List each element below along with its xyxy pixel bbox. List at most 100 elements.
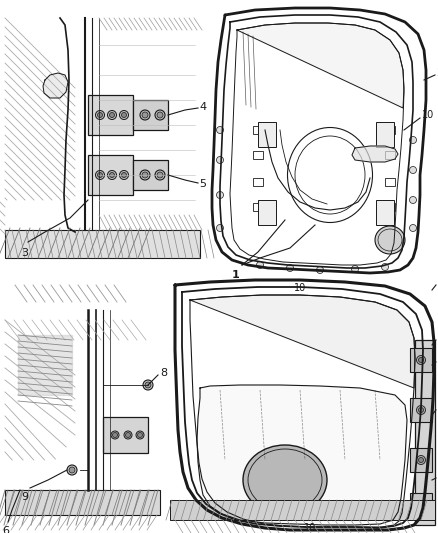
Circle shape bbox=[95, 171, 105, 180]
FancyBboxPatch shape bbox=[88, 155, 133, 195]
Circle shape bbox=[142, 172, 148, 178]
FancyBboxPatch shape bbox=[410, 448, 432, 472]
FancyBboxPatch shape bbox=[253, 203, 263, 211]
FancyBboxPatch shape bbox=[103, 417, 148, 453]
FancyBboxPatch shape bbox=[258, 122, 276, 147]
Circle shape bbox=[157, 172, 163, 178]
Text: 3: 3 bbox=[437, 471, 438, 481]
Text: 5: 5 bbox=[199, 179, 206, 189]
FancyBboxPatch shape bbox=[170, 500, 435, 520]
Circle shape bbox=[216, 126, 223, 133]
Circle shape bbox=[410, 136, 417, 143]
FancyBboxPatch shape bbox=[410, 398, 432, 422]
Circle shape bbox=[410, 166, 417, 174]
Circle shape bbox=[155, 110, 165, 120]
FancyBboxPatch shape bbox=[410, 348, 432, 372]
Circle shape bbox=[216, 157, 223, 164]
FancyBboxPatch shape bbox=[385, 126, 395, 134]
Circle shape bbox=[418, 503, 424, 507]
Circle shape bbox=[136, 431, 144, 439]
Text: 3: 3 bbox=[21, 248, 28, 258]
Text: 8: 8 bbox=[160, 368, 167, 378]
Circle shape bbox=[418, 457, 424, 463]
Text: 4: 4 bbox=[199, 102, 206, 112]
FancyBboxPatch shape bbox=[5, 490, 160, 515]
Text: 10: 10 bbox=[437, 333, 438, 343]
Circle shape bbox=[110, 112, 114, 117]
Circle shape bbox=[121, 112, 127, 117]
Polygon shape bbox=[197, 385, 407, 525]
Text: 6: 6 bbox=[3, 526, 10, 533]
Circle shape bbox=[417, 500, 425, 510]
Circle shape bbox=[216, 224, 223, 231]
FancyBboxPatch shape bbox=[415, 340, 435, 525]
Circle shape bbox=[145, 382, 151, 388]
Circle shape bbox=[410, 224, 417, 231]
Polygon shape bbox=[43, 73, 68, 98]
Circle shape bbox=[157, 112, 163, 118]
Text: 9: 9 bbox=[21, 492, 28, 502]
Circle shape bbox=[121, 173, 127, 177]
Circle shape bbox=[110, 173, 114, 177]
FancyBboxPatch shape bbox=[5, 230, 200, 258]
FancyBboxPatch shape bbox=[133, 100, 168, 130]
Circle shape bbox=[417, 456, 425, 464]
Text: 10: 10 bbox=[304, 523, 316, 533]
Circle shape bbox=[107, 171, 117, 180]
Circle shape bbox=[107, 110, 117, 119]
Circle shape bbox=[98, 112, 102, 117]
Circle shape bbox=[142, 112, 148, 118]
Circle shape bbox=[417, 406, 425, 415]
Circle shape bbox=[95, 110, 105, 119]
Text: 2: 2 bbox=[436, 68, 438, 78]
Text: 4: 4 bbox=[437, 355, 438, 365]
Circle shape bbox=[126, 432, 131, 438]
Circle shape bbox=[410, 197, 417, 204]
Circle shape bbox=[257, 262, 264, 269]
Circle shape bbox=[216, 191, 223, 198]
Text: 10: 10 bbox=[422, 110, 434, 120]
FancyBboxPatch shape bbox=[385, 178, 395, 186]
Text: 7: 7 bbox=[437, 403, 438, 413]
Circle shape bbox=[140, 110, 150, 120]
Circle shape bbox=[140, 170, 150, 180]
Circle shape bbox=[69, 467, 75, 473]
FancyBboxPatch shape bbox=[88, 95, 133, 135]
Circle shape bbox=[417, 356, 425, 365]
Text: 1: 1 bbox=[232, 270, 240, 280]
FancyBboxPatch shape bbox=[410, 493, 432, 517]
Circle shape bbox=[120, 171, 128, 180]
Text: 10: 10 bbox=[294, 283, 306, 293]
Circle shape bbox=[155, 170, 165, 180]
FancyBboxPatch shape bbox=[253, 126, 263, 134]
Circle shape bbox=[98, 173, 102, 177]
Circle shape bbox=[418, 358, 424, 362]
Text: 2: 2 bbox=[437, 278, 438, 288]
Circle shape bbox=[120, 110, 128, 119]
FancyBboxPatch shape bbox=[253, 151, 263, 159]
Circle shape bbox=[143, 380, 153, 390]
FancyBboxPatch shape bbox=[253, 178, 263, 186]
Ellipse shape bbox=[375, 226, 405, 254]
Circle shape bbox=[352, 265, 358, 272]
Circle shape bbox=[113, 432, 117, 438]
Circle shape bbox=[317, 266, 324, 273]
FancyBboxPatch shape bbox=[385, 203, 395, 211]
FancyBboxPatch shape bbox=[376, 200, 394, 225]
Polygon shape bbox=[18, 335, 72, 395]
Circle shape bbox=[381, 263, 389, 271]
Polygon shape bbox=[190, 295, 415, 388]
FancyBboxPatch shape bbox=[258, 200, 276, 225]
FancyBboxPatch shape bbox=[385, 151, 395, 159]
Circle shape bbox=[418, 408, 424, 413]
Circle shape bbox=[111, 431, 119, 439]
Circle shape bbox=[138, 432, 142, 438]
Polygon shape bbox=[352, 146, 398, 162]
Polygon shape bbox=[237, 23, 404, 108]
Circle shape bbox=[67, 465, 77, 475]
Circle shape bbox=[124, 431, 132, 439]
Circle shape bbox=[286, 264, 293, 271]
FancyBboxPatch shape bbox=[133, 160, 168, 190]
Ellipse shape bbox=[243, 445, 327, 515]
FancyBboxPatch shape bbox=[376, 122, 394, 147]
